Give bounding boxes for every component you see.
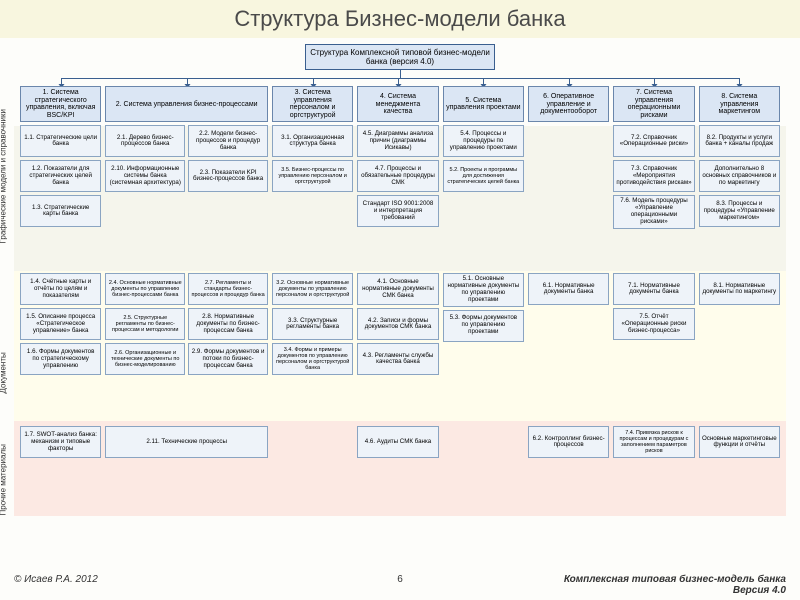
- band1-label: Графические модели и справочники: [0, 218, 8, 244]
- model-cell: 1.3. Стратегические карты банка: [20, 195, 101, 227]
- page-title: Структура Бизнес-модели банка: [0, 0, 800, 38]
- column-5: 5. Система управления проектами5.4. Проц…: [443, 86, 524, 521]
- model-cell: Стандарт ISO 9001:2008 и интерпретация т…: [357, 195, 438, 227]
- doc-cell: 4.2. Записи и формы документов СМК банка: [357, 308, 438, 340]
- column-6: 6. Оперативное управление и документообо…: [528, 86, 609, 521]
- other-cell: 4.6. Аудиты СМК банка: [357, 426, 438, 458]
- model-cell: 7.6. Модель процедуры «Управление операц…: [613, 195, 694, 228]
- column-head: 2. Система управления бизнес-процессами: [105, 86, 268, 122]
- doc-cell: 7.5. Отчёт «Операционные риски бизнес-пр…: [613, 308, 694, 340]
- column-head: 4. Система менеджмента качества: [357, 86, 438, 122]
- column-head: 6. Оперативное управление и документообо…: [528, 86, 609, 122]
- doc-cell: 8.1. Нормативные документы по маркетингу: [699, 273, 780, 305]
- row-labels: Графические модели и справочники Докумен…: [0, 126, 16, 521]
- connector-lines: [20, 70, 780, 86]
- doc-cell: 3.4. Формы и примеры документов по управ…: [272, 343, 353, 375]
- other-cell: 7.4. Привязка рисков к процессам и проце…: [613, 426, 694, 458]
- other-cell: 1.7. SWOT-анализ банка: механизм и типов…: [20, 426, 101, 458]
- other-cell: 2.11. Технические процессы: [105, 426, 268, 458]
- doc-cell: 5.1. Основные нормативные документы по у…: [443, 273, 524, 306]
- column-3: 3. Система управления персоналом и оргст…: [272, 86, 353, 521]
- model-cell: Дополнительно 8 основных справочников и …: [699, 160, 780, 192]
- band2-label: Документы: [0, 368, 8, 394]
- model-cell: 2.2. Модели бизнес-процессов и процедур …: [188, 125, 268, 157]
- model-cell: 8.3. Процессы и процедуры «Управление ма…: [699, 195, 780, 227]
- column-head: 5. Система управления проектами: [443, 86, 524, 122]
- doc-cell: 3.3. Структурные регламенты банка: [272, 308, 353, 340]
- doc-cell: 1.6. Формы документов по стратегическому…: [20, 343, 101, 375]
- model-cell: 5.2. Проекты и программы для достижения …: [443, 160, 524, 192]
- model-cell: 4.5. Диаграммы анализа причин (диаграммы…: [357, 125, 438, 157]
- copyright: © Исаев Р.А. 2012: [14, 574, 98, 596]
- doc-cell: 6.1. Нормативные документы банка: [528, 273, 609, 305]
- doc-cell: 4.1. Основные нормативные документы СМК …: [357, 273, 438, 305]
- doc-cell: 1.4. Счётные карты и отчёты по целям и п…: [20, 273, 101, 305]
- doc-cell: 2.6. Организационные и технические докум…: [105, 343, 185, 375]
- other-cell: 6.2. Контроллинг бизнес-процессов: [528, 426, 609, 458]
- column-head: 1. Система стратегического управления, в…: [20, 86, 101, 122]
- doc-cell: 2.9. Формы документов и потоки по бизнес…: [188, 343, 268, 375]
- doc-cell: 2.5. Структурные регламенты по бизнес-пр…: [105, 308, 185, 340]
- model-cell: 2.10. Информационные системы банка (сист…: [105, 160, 185, 192]
- column-8: 8. Система управления маркетингом8.2. Пр…: [699, 86, 780, 521]
- model-cell: 3.1. Организационная структура банка: [272, 125, 353, 157]
- column-1: 1. Система стратегического управления, в…: [20, 86, 101, 521]
- model-cell: 8.2. Продукты и услуги банка + каналы пр…: [699, 125, 780, 157]
- doc-cell: 3.2. Основные нормативные документы по у…: [272, 273, 353, 305]
- doc-cell: 2.8. Нормативные документы по бизнес-про…: [188, 308, 268, 340]
- column-4: 4. Система менеджмента качества4.5. Диаг…: [357, 86, 438, 521]
- column-head: 7. Система управления операционными риск…: [613, 86, 694, 122]
- column-2: 2. Система управления бизнес-процессами2…: [105, 86, 268, 521]
- model-cell: 2.1. Дерево бизнес-процессов банка: [105, 125, 185, 157]
- model-cell: 7.3. Справочник «Мероприятия противодейс…: [613, 160, 694, 192]
- doc-title-footer: Комплексная типовая бизнес-модель банкаВ…: [564, 574, 786, 596]
- model-cell: 2.3. Показатели KPI бизнес-процессов бан…: [188, 160, 268, 192]
- doc-cell: 1.5. Описание процесса «Стратегическое у…: [20, 308, 101, 340]
- model-cell: 1.1. Стратегические цели банка: [20, 125, 101, 157]
- model-cell: 5.4. Процессы и процедуры по управлению …: [443, 125, 524, 157]
- model-cell: 7.2. Справочник «Операционные риски»: [613, 125, 694, 157]
- model-cell: 4.7. Процессы и обязательные процедуры С…: [357, 160, 438, 192]
- column-head: 8. Система управления маркетингом: [699, 86, 780, 122]
- column-7: 7. Система управления операционными риск…: [613, 86, 694, 521]
- page-number: 6: [397, 574, 403, 585]
- doc-cell: 4.3. Регламенты службы качества банка: [357, 343, 438, 375]
- footer: © Исаев Р.А. 2012 6 Комплексная типовая …: [0, 574, 800, 596]
- other-cell: Основные маркетинговые функции и отчёты: [699, 426, 780, 458]
- model-cell: 3.5. Бизнес-процессы по управлению персо…: [272, 160, 353, 192]
- doc-cell: 7.1. Нормативные документы банка: [613, 273, 694, 305]
- column-head: 3. Система управления персоналом и оргст…: [272, 86, 353, 122]
- doc-cell: 5.3. Формы документов по управлению прое…: [443, 310, 524, 342]
- root-node: Структура Комплексной типовой бизнес-мод…: [305, 44, 495, 70]
- org-columns: 1. Система стратегического управления, в…: [20, 86, 780, 521]
- doc-cell: 2.7. Регламенты и стандарты бизнес-проце…: [188, 273, 268, 305]
- band3-label: Прочие материалы: [0, 490, 8, 516]
- doc-cell: 2.4. Основные нормативные документы по у…: [105, 273, 185, 305]
- model-cell: 1.2. Показатели для стратегических целей…: [20, 160, 101, 192]
